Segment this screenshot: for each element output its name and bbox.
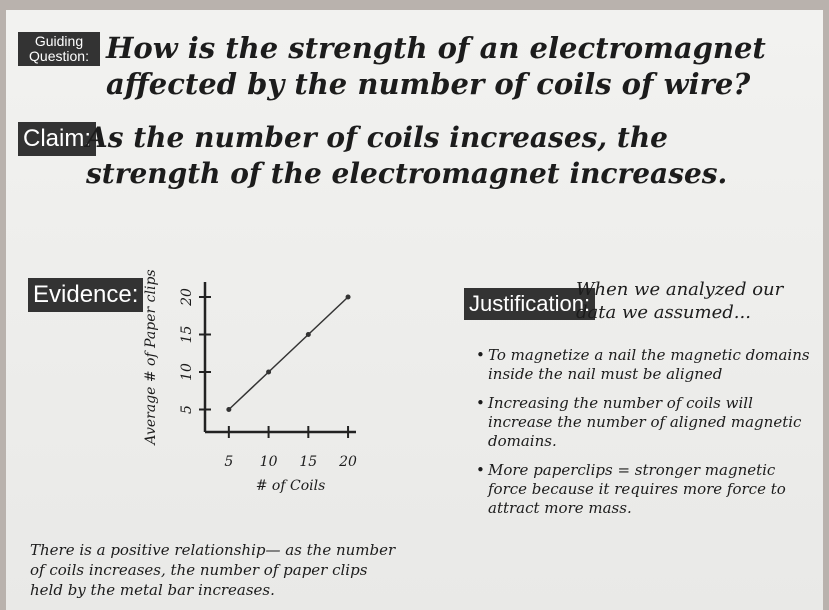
- y-tick-label: 15: [179, 326, 195, 344]
- y-tick-label: 20: [179, 288, 195, 307]
- y-tick-label: 10: [179, 363, 195, 381]
- data-point: [306, 332, 311, 337]
- x-tick-label: 20: [338, 454, 357, 470]
- poster: Guiding Question: How is the strength of…: [6, 10, 823, 610]
- data-point: [226, 407, 231, 412]
- x-tick-label: 10: [260, 454, 278, 470]
- page: Guiding Question: How is the strength of…: [0, 0, 829, 610]
- y-tick-label: 5: [179, 405, 195, 414]
- data-point: [346, 295, 351, 300]
- x-tick-label: 5: [224, 454, 233, 470]
- y-axis-label: Average # of Paper clips: [143, 269, 159, 446]
- data-line: [229, 297, 348, 410]
- data-point: [266, 370, 271, 375]
- chart: 5 10 15 20 5 10 15 20 # of Coils Average # of Pap…: [6, 10, 829, 610]
- x-axis-label: # of Coils: [256, 478, 326, 494]
- x-tick-label: 15: [299, 454, 317, 470]
